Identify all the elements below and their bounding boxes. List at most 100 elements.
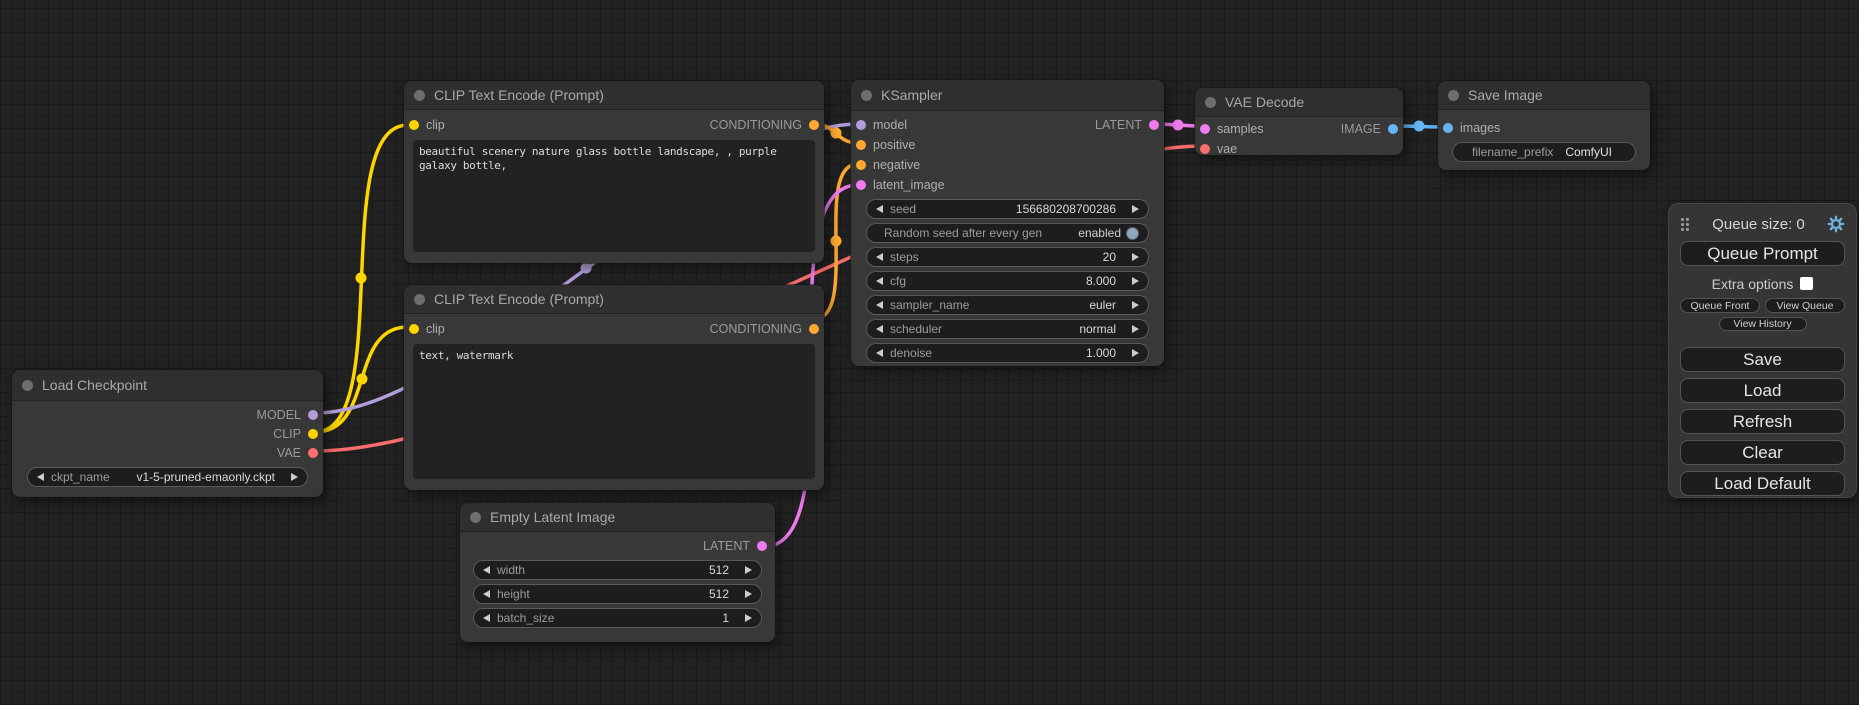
extra-options-checkbox[interactable] <box>1800 277 1814 290</box>
prompt-textarea[interactable]: beautiful scenery nature glass bottle la… <box>413 140 815 252</box>
increment-arrow-icon[interactable] <box>1132 325 1139 333</box>
images-input-dot[interactable] <box>1443 123 1453 133</box>
drag-handle-icon[interactable] <box>1680 216 1690 232</box>
increment-arrow-icon[interactable] <box>1132 205 1139 213</box>
widget-cfg[interactable]: cfg 8.000 <box>866 271 1149 291</box>
settings-gear-icon[interactable] <box>1827 215 1845 233</box>
widget-steps[interactable]: steps 20 <box>866 247 1149 267</box>
conditioning-output-dot[interactable] <box>809 324 819 334</box>
decrement-arrow-icon[interactable] <box>876 277 883 285</box>
increment-arrow-icon[interactable] <box>1132 277 1139 285</box>
collapse-dot-icon[interactable] <box>22 379 33 391</box>
clip-input-dot[interactable] <box>409 324 419 334</box>
output-slot-image[interactable]: IMAGE <box>1341 119 1403 139</box>
node-clip-text-encode-positive[interactable]: CLIP Text Encode (Prompt) clip CONDITION… <box>404 81 824 263</box>
widget-width[interactable]: width 512 <box>473 560 762 580</box>
decrement-arrow-icon[interactable] <box>37 473 44 481</box>
collapse-dot-icon[interactable] <box>1448 89 1459 101</box>
input-slot-vae[interactable]: vae <box>1195 139 1237 159</box>
input-slot-clip[interactable]: clip <box>404 115 445 135</box>
input-slot-negative[interactable]: negative <box>851 155 920 175</box>
widget-batch-size[interactable]: batch_size 1 <box>473 608 762 628</box>
negative-input-dot[interactable] <box>856 160 866 170</box>
widget-height[interactable]: height 512 <box>473 584 762 604</box>
output-slot-model[interactable]: MODEL <box>257 405 323 425</box>
vae-input-dot[interactable] <box>1200 144 1210 154</box>
increment-arrow-icon[interactable] <box>1132 349 1139 357</box>
collapse-dot-icon[interactable] <box>1205 96 1216 108</box>
clear-button[interactable]: Clear <box>1680 440 1845 465</box>
clip-output-dot[interactable] <box>308 428 318 439</box>
node-titlebar[interactable]: VAE Decode <box>1195 88 1403 117</box>
refresh-button[interactable]: Refresh <box>1680 409 1845 434</box>
node-load-checkpoint[interactable]: Load Checkpoint MODEL CLIP VAE <box>12 370 323 497</box>
widget-seed[interactable]: seed 156680208700286 <box>866 199 1149 219</box>
widget-random-seed-toggle[interactable]: Random seed after every gen enabled <box>866 223 1149 243</box>
output-slot-latent[interactable]: LATENT <box>1095 115 1164 135</box>
input-slot-images[interactable]: images <box>1438 118 1500 138</box>
conditioning-output-dot[interactable] <box>809 120 819 130</box>
collapse-dot-icon[interactable] <box>414 293 425 305</box>
node-save-image[interactable]: Save Image images filename_prefix ComfyU… <box>1438 81 1650 170</box>
vae-output-dot[interactable] <box>308 447 318 458</box>
output-slot-vae[interactable]: VAE <box>277 443 323 463</box>
widget-ckpt-name[interactable]: ckpt_name v1-5-pruned-emaonly.ckpt <box>27 467 308 487</box>
model-output-dot[interactable] <box>308 409 318 420</box>
decrement-arrow-icon[interactable] <box>876 325 883 333</box>
node-titlebar[interactable]: CLIP Text Encode (Prompt) <box>404 285 824 314</box>
node-titlebar[interactable]: Empty Latent Image <box>460 503 775 532</box>
output-slot-conditioning[interactable]: CONDITIONING <box>710 115 824 135</box>
node-ksampler[interactable]: KSampler model LATENT positive <box>851 80 1164 366</box>
collapse-dot-icon[interactable] <box>470 511 481 523</box>
samples-input-dot[interactable] <box>1200 124 1210 134</box>
decrement-arrow-icon[interactable] <box>483 614 490 622</box>
image-output-dot[interactable] <box>1388 124 1398 134</box>
output-slot-conditioning[interactable]: CONDITIONING <box>710 319 824 339</box>
positive-input-dot[interactable] <box>856 140 866 150</box>
collapse-dot-icon[interactable] <box>861 89 872 101</box>
collapse-dot-icon[interactable] <box>414 89 425 101</box>
latent-image-input-dot[interactable] <box>856 180 866 190</box>
load-default-button[interactable]: Load Default <box>1680 471 1845 496</box>
latent-output-dot[interactable] <box>1149 120 1159 130</box>
queue-prompt-button[interactable]: Queue Prompt <box>1680 241 1845 266</box>
node-vae-decode[interactable]: VAE Decode samples IMAGE vae <box>1195 88 1403 156</box>
input-slot-clip[interactable]: clip <box>404 319 445 339</box>
decrement-arrow-icon[interactable] <box>876 253 883 261</box>
prompt-textarea[interactable]: text, watermark <box>413 344 815 479</box>
node-empty-latent-image[interactable]: Empty Latent Image LATENT width 512 heig… <box>460 503 775 642</box>
node-titlebar[interactable]: Load Checkpoint <box>12 370 323 401</box>
decrement-arrow-icon[interactable] <box>483 590 490 598</box>
clip-input-dot[interactable] <box>409 120 419 130</box>
widget-filename-prefix[interactable]: filename_prefix ComfyUI <box>1452 142 1636 162</box>
save-button[interactable]: Save <box>1680 347 1845 372</box>
model-input-dot[interactable] <box>856 120 866 130</box>
widget-denoise[interactable]: denoise 1.000 <box>866 343 1149 363</box>
output-slot-latent[interactable]: LATENT <box>703 536 775 556</box>
widget-sampler-name[interactable]: sampler_name euler <box>866 295 1149 315</box>
increment-arrow-icon[interactable] <box>745 614 752 622</box>
input-slot-positive[interactable]: positive <box>851 135 915 155</box>
node-clip-text-encode-negative[interactable]: CLIP Text Encode (Prompt) clip CONDITION… <box>404 285 824 490</box>
increment-arrow-icon[interactable] <box>1132 253 1139 261</box>
increment-arrow-icon[interactable] <box>745 590 752 598</box>
node-titlebar[interactable]: Save Image <box>1438 81 1650 110</box>
node-titlebar[interactable]: KSampler <box>851 80 1164 111</box>
decrement-arrow-icon[interactable] <box>876 349 883 357</box>
decrement-arrow-icon[interactable] <box>483 566 490 574</box>
node-titlebar[interactable]: CLIP Text Encode (Prompt) <box>404 81 824 110</box>
output-slot-clip[interactable]: CLIP <box>273 424 323 444</box>
view-history-button[interactable]: View History <box>1718 317 1807 331</box>
input-slot-latent-image[interactable]: latent_image <box>851 175 945 195</box>
toggle-dot[interactable] <box>1126 226 1139 240</box>
increment-arrow-icon[interactable] <box>745 566 752 574</box>
decrement-arrow-icon[interactable] <box>876 205 883 213</box>
widget-scheduler[interactable]: scheduler normal <box>866 319 1149 339</box>
view-queue-button[interactable]: View Queue <box>1765 298 1845 313</box>
queue-front-button[interactable]: Queue Front <box>1680 298 1760 313</box>
increment-arrow-icon[interactable] <box>1132 301 1139 309</box>
load-button[interactable]: Load <box>1680 378 1845 403</box>
increment-arrow-icon[interactable] <box>291 473 298 481</box>
latent-output-dot[interactable] <box>757 541 767 551</box>
